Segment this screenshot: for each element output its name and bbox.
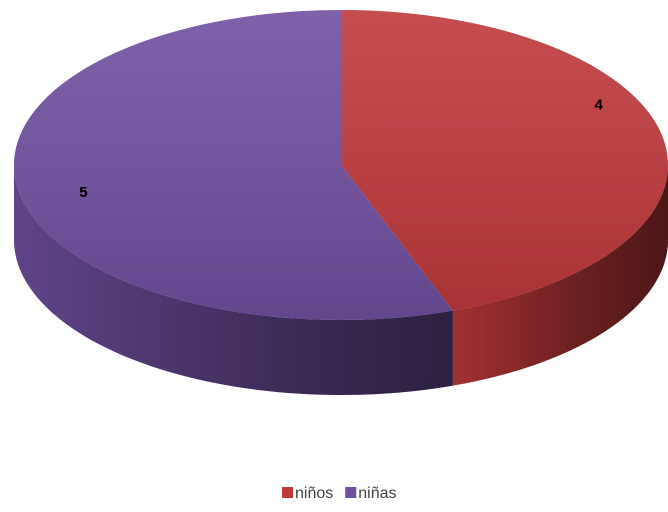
legend-swatch [282,487,293,498]
pie-side-shade [14,165,453,395]
value-label: 5 [79,184,87,201]
value-label: 4 [594,96,603,113]
pie-slice-shade [14,10,453,320]
legend-label: niños [295,485,333,502]
legend-label: niñas [358,485,396,502]
pie-side-shade [452,165,668,386]
pie-slice-shade [341,10,668,311]
legend-swatch [345,487,357,498]
